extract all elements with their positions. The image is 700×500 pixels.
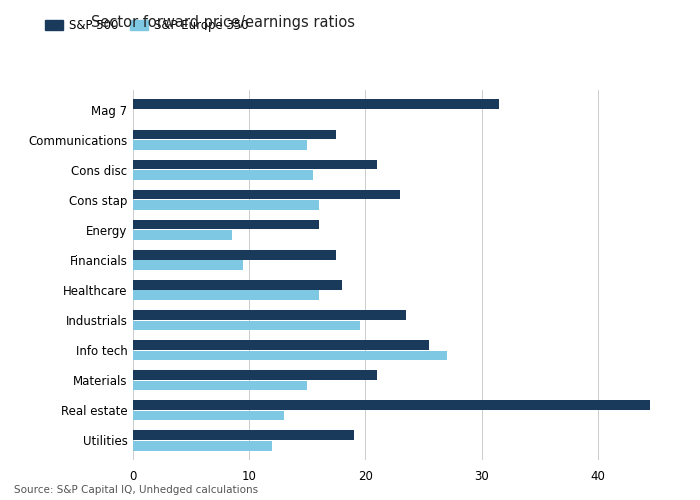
Bar <box>133 430 354 440</box>
Bar <box>133 320 360 330</box>
Bar <box>133 380 307 390</box>
Bar <box>133 100 499 109</box>
Bar <box>133 230 232 240</box>
Bar <box>133 220 319 230</box>
Bar <box>133 130 336 139</box>
Bar <box>133 170 313 180</box>
Legend: S&P 500, S&P Europe 350: S&P 500, S&P Europe 350 <box>41 14 253 37</box>
Text: Sector forward price/earnings ratios: Sector forward price/earnings ratios <box>91 15 355 30</box>
Bar <box>133 290 319 300</box>
Bar <box>133 200 319 210</box>
Bar <box>133 260 244 270</box>
Bar <box>133 441 272 450</box>
Bar <box>133 280 342 289</box>
Bar <box>133 310 406 320</box>
Bar <box>133 411 284 420</box>
Bar <box>133 350 447 360</box>
Text: Source: S&P Capital IQ, Unhedged calculations: Source: S&P Capital IQ, Unhedged calcula… <box>14 485 258 495</box>
Bar <box>133 340 429 350</box>
Bar <box>133 190 400 200</box>
Bar <box>133 160 377 170</box>
Bar <box>133 140 307 149</box>
Bar <box>133 370 377 380</box>
Bar <box>133 400 650 410</box>
Bar <box>133 250 336 260</box>
